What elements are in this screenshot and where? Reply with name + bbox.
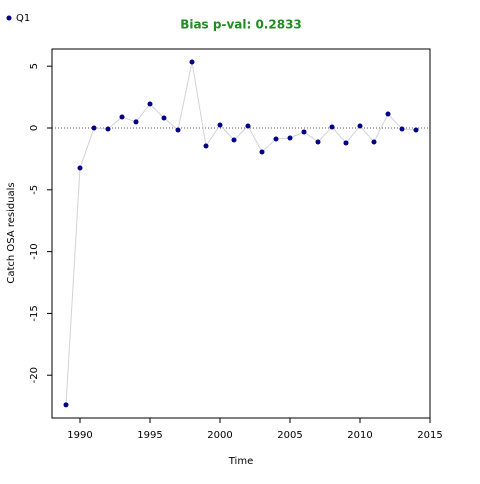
data-point xyxy=(259,149,265,155)
data-point xyxy=(161,115,167,121)
data-point xyxy=(329,124,335,130)
data-point xyxy=(315,139,321,145)
data-point xyxy=(357,123,363,129)
x-axis-label: Time xyxy=(228,456,253,467)
plot-frame xyxy=(51,48,431,419)
x-tick-label: 1995 xyxy=(137,430,162,441)
data-point xyxy=(343,140,349,146)
data-point xyxy=(287,135,293,141)
data-point xyxy=(119,114,125,120)
y-tick-label: 0 xyxy=(29,125,40,131)
y-axis-label: Catch OSA residuals xyxy=(6,182,17,283)
series-line xyxy=(65,61,417,405)
data-point xyxy=(217,122,223,128)
data-point xyxy=(91,125,97,131)
legend-marker xyxy=(6,15,12,21)
y-tick-label: -15 xyxy=(29,305,40,321)
y-tick-label: -20 xyxy=(29,367,40,383)
data-point xyxy=(399,126,405,132)
chart-title: Bias p-val: 0.2833 xyxy=(180,18,302,32)
data-point xyxy=(105,126,111,132)
data-point xyxy=(301,129,307,135)
y-tick-label: 5 xyxy=(29,63,40,69)
x-tick-label: 1990 xyxy=(67,430,92,441)
data-point xyxy=(371,139,377,145)
x-tick-label: 2005 xyxy=(277,430,302,441)
data-point xyxy=(147,101,153,107)
data-point xyxy=(63,402,69,408)
x-tick-label: 2015 xyxy=(417,430,442,441)
data-point xyxy=(133,119,139,125)
legend-label: Q1 xyxy=(16,13,30,24)
y-tick-label: -10 xyxy=(29,243,40,259)
data-point xyxy=(175,127,181,133)
x-tick-label: 2010 xyxy=(347,430,372,441)
y-tick-label: -5 xyxy=(29,185,40,195)
x-tick-label: 2000 xyxy=(207,430,232,441)
data-point xyxy=(273,136,279,142)
data-point xyxy=(203,143,209,149)
data-point xyxy=(189,59,195,65)
data-point xyxy=(245,123,251,129)
data-point xyxy=(413,127,419,133)
data-point xyxy=(385,111,391,117)
data-point xyxy=(77,165,83,171)
data-point xyxy=(231,137,237,143)
